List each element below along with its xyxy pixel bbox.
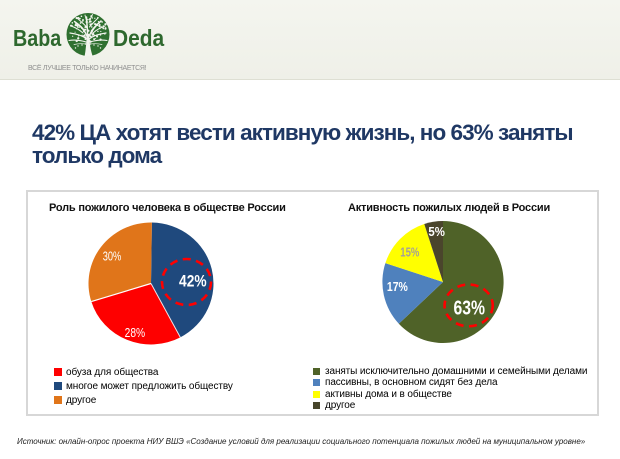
svg-text:63%: 63% [454,297,486,320]
svg-text:17%: 17% [387,280,408,294]
svg-text:42%: 42% [179,272,207,291]
svg-text:30%: 30% [103,250,122,264]
svg-text:28%: 28% [125,326,145,340]
svg-text:5%: 5% [428,225,445,239]
svg-text:15%: 15% [400,245,419,259]
